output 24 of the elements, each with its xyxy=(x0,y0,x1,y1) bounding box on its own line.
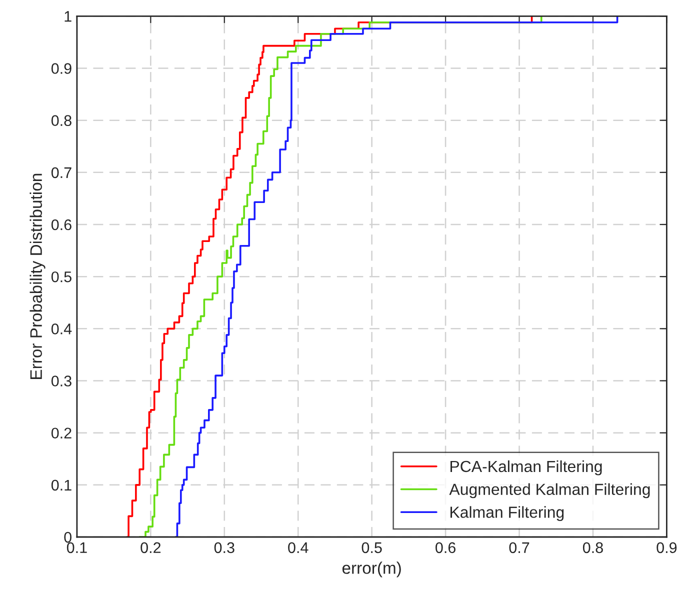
x-tick-label: 0.5 xyxy=(362,542,382,554)
legend-label: Kalman Filtering xyxy=(450,506,564,522)
y-tick-label: 1 xyxy=(64,11,72,22)
y-tick-label: 0.5 xyxy=(51,271,72,282)
x-axis-title: error(m) xyxy=(342,562,401,578)
y-tick-label: 0.7 xyxy=(51,167,72,178)
x-tick-label: 0.6 xyxy=(436,542,456,554)
x-tick-label: 0.8 xyxy=(582,542,603,554)
y-tick-label: 0.9 xyxy=(51,63,72,74)
y-tick-label: 0.8 xyxy=(51,115,72,126)
x-tick-label: 0.4 xyxy=(288,542,308,554)
legend-label: PCA-Kalman Filtering xyxy=(450,460,602,476)
x-tick-label: 0.9 xyxy=(656,542,677,554)
x-tick-label: 0.3 xyxy=(214,542,234,554)
y-tick-label: 0 xyxy=(64,532,72,543)
x-tick-label: 0.2 xyxy=(140,542,161,554)
y-tick-label: 0.4 xyxy=(51,324,72,334)
y-tick-label: 0.1 xyxy=(51,480,72,491)
y-tick-label: 0.6 xyxy=(51,219,72,230)
legend-label: Augmented Kalman Filtering xyxy=(449,483,650,498)
y-tick-label: 0.3 xyxy=(51,376,72,386)
x-tick-label: 0.7 xyxy=(509,542,530,554)
y-tick-label: 0.2 xyxy=(51,428,72,439)
y-axis-title: Error Probability Distribution xyxy=(30,174,46,379)
